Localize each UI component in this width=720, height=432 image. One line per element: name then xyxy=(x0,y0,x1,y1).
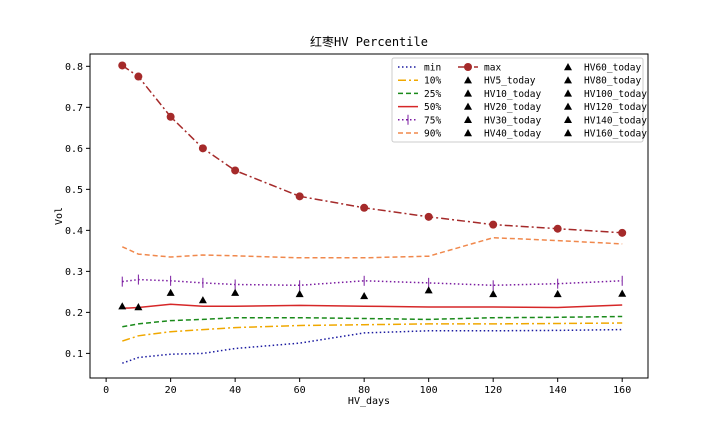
series-marker-max xyxy=(618,228,627,237)
legend-marker-hv20-today xyxy=(464,102,472,110)
today-marker-hv60-today xyxy=(295,289,304,298)
legend-label-10pct: 10% xyxy=(424,76,441,87)
y-tick-label: 0.3 xyxy=(65,267,83,278)
series-line-75pct xyxy=(122,278,623,287)
today-marker-hv10-today xyxy=(134,303,143,311)
series-line-50pct xyxy=(122,303,623,310)
series-marker-max xyxy=(118,61,127,70)
series-marker-max xyxy=(424,212,433,221)
today-marker-hv80-today xyxy=(360,291,369,300)
series-line-10pct xyxy=(122,322,623,342)
legend-label-90pct: 90% xyxy=(424,129,441,140)
series-line-25pct xyxy=(122,315,623,328)
legend-marker-hv40-today xyxy=(464,129,472,137)
legend-label-hv120-today: HV120_today xyxy=(584,102,647,113)
legend-marker-hv120-today xyxy=(564,102,572,110)
x-tick-label: 20 xyxy=(165,385,177,396)
x-tick-label: 100 xyxy=(420,385,438,396)
series-marker-max xyxy=(134,72,143,81)
y-tick-label: 0.8 xyxy=(65,62,83,73)
y-tick-label: 0.4 xyxy=(65,226,83,237)
legend-marker-hv100-today xyxy=(564,89,572,97)
legend-label-hv140-today: HV140_today xyxy=(584,115,647,126)
y-tick-label: 0.2 xyxy=(65,308,83,319)
x-tick-label: 60 xyxy=(294,385,306,396)
series-lines xyxy=(118,61,627,364)
y-tick-label: 0.6 xyxy=(65,144,83,155)
legend-marker-hv10-today xyxy=(464,89,472,97)
today-marker-hv30-today xyxy=(198,296,207,304)
series-marker-max xyxy=(198,144,207,153)
legend-label-hv80-today: HV80_today xyxy=(584,76,641,87)
y-axis-label: Vol xyxy=(54,207,65,225)
legend-label-hv30-today: HV30_today xyxy=(484,115,541,126)
legend-label-min: min xyxy=(424,63,441,74)
legend-label-hv160-today: HV160_today xyxy=(584,129,647,140)
today-marker-hv100-today xyxy=(424,286,433,294)
x-tick-label: 80 xyxy=(358,385,370,396)
today-markers xyxy=(118,286,627,311)
legend-marker-hv80-today xyxy=(564,76,572,84)
legend-label-hv10-today: HV10_today xyxy=(484,89,541,100)
series-marker-max xyxy=(360,203,369,212)
legend-marker-max xyxy=(464,63,472,71)
legend-marker-hv60-today xyxy=(564,63,572,71)
today-marker-hv140-today xyxy=(553,289,562,298)
legend: min 10% 25% 50% 75% 90% max HV5_today HV10_today… xyxy=(391,57,647,143)
legend-box xyxy=(391,57,644,143)
today-marker-hv5-today xyxy=(118,302,127,310)
series-line-min xyxy=(122,328,623,364)
legend-label-25pct: 25% xyxy=(424,89,441,100)
chart-title: 红枣HV Percentile xyxy=(310,34,428,49)
series-marker-max xyxy=(166,112,175,121)
legend-label-max: max xyxy=(484,63,501,74)
legend-label-hv100-today: HV100_today xyxy=(584,89,647,100)
y-tick-label: 0.7 xyxy=(65,103,83,114)
x-tick-label: 40 xyxy=(229,385,241,396)
series-marker-max xyxy=(553,224,562,233)
today-marker-hv160-today xyxy=(618,289,627,297)
x-axis-label: HV_days xyxy=(348,396,390,407)
series-marker-max xyxy=(231,166,240,175)
today-marker-hv120-today xyxy=(489,289,498,298)
x-tick-label: 160 xyxy=(613,385,631,396)
legend-label-hv40-today: HV40_today xyxy=(484,129,541,140)
series-marker-max xyxy=(295,192,304,201)
legend-marker-hv30-today xyxy=(464,115,472,123)
legend-marker-hv140-today xyxy=(564,115,572,123)
x-tick-label: 140 xyxy=(549,385,567,396)
legend-label-hv20-today: HV20_today xyxy=(484,102,541,113)
series-marker-max xyxy=(489,220,498,229)
x-tick-label: 0 xyxy=(103,385,109,396)
today-marker-hv20-today xyxy=(166,288,175,296)
series-line-90pct xyxy=(121,236,623,259)
legend-label-75pct: 75% xyxy=(424,115,441,126)
x-tick-label: 120 xyxy=(484,385,502,396)
y-tick-label: 0.5 xyxy=(65,185,83,196)
legend-label-hv60-today: HV60_today xyxy=(584,63,641,74)
legend-marker-hv160-today xyxy=(564,129,572,137)
legend-marker-hv5-today xyxy=(464,76,472,84)
legend-label-hv5-today: HV5_today xyxy=(484,76,536,87)
axis-ticks: 0 20 40 60 80 100 120 140 160 0.1 0.2 0.3 0.4 0.5 0.6 0… xyxy=(65,62,631,396)
y-tick-label: 0.1 xyxy=(65,349,83,360)
today-marker-hv40-today xyxy=(231,288,240,296)
legend-label-50pct: 50% xyxy=(424,102,441,113)
plot-area xyxy=(89,53,649,379)
